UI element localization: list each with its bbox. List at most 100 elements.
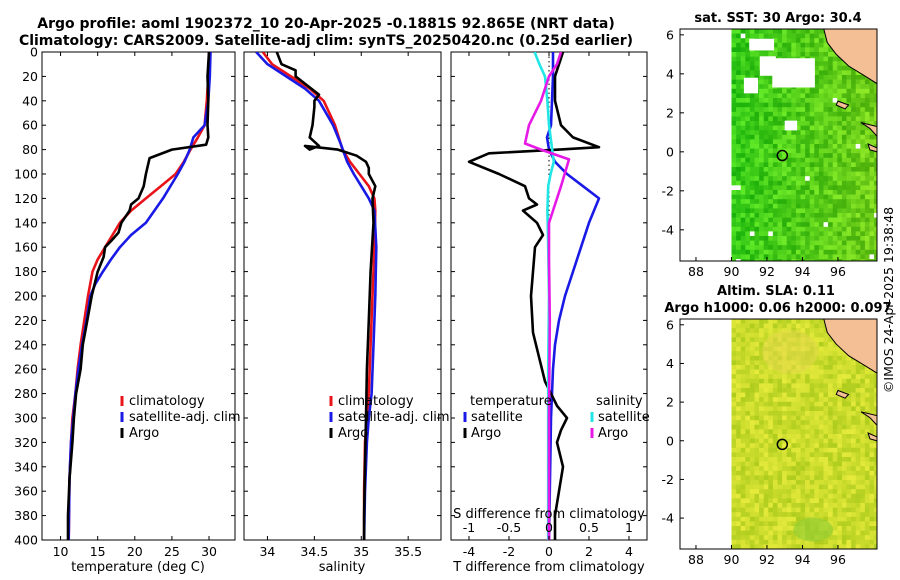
map-cell bbox=[869, 226, 875, 232]
map-cell bbox=[795, 226, 801, 232]
map-cell bbox=[749, 484, 755, 490]
map-cell bbox=[846, 489, 852, 495]
map-cell bbox=[823, 231, 829, 237]
map-cell bbox=[736, 319, 741, 324]
map-cell bbox=[832, 148, 838, 154]
map-cell bbox=[740, 406, 746, 412]
map-cell bbox=[763, 443, 769, 449]
map-cell bbox=[864, 236, 870, 241]
map-cell bbox=[805, 415, 810, 421]
map-cell bbox=[864, 107, 870, 113]
y-tick-label: 220 bbox=[14, 313, 38, 328]
map-cell bbox=[805, 434, 810, 439]
map-cell bbox=[805, 328, 810, 334]
map-cell bbox=[814, 507, 820, 513]
map-cell bbox=[814, 102, 820, 108]
map-cell bbox=[795, 461, 801, 467]
map-cell bbox=[772, 231, 778, 237]
map-cell bbox=[818, 194, 824, 200]
map-cell bbox=[731, 70, 737, 76]
map-cell bbox=[795, 484, 801, 490]
map-cell bbox=[745, 47, 751, 53]
map-cell bbox=[809, 38, 815, 44]
map-cell bbox=[864, 493, 870, 499]
map-cell bbox=[874, 429, 877, 435]
map-cell bbox=[759, 121, 764, 126]
map-cell bbox=[768, 461, 774, 467]
map-cell bbox=[851, 369, 856, 375]
map-cell bbox=[818, 539, 824, 545]
map-cell bbox=[736, 148, 741, 154]
map-cell bbox=[754, 383, 760, 389]
map-cell bbox=[759, 245, 764, 251]
map-cell bbox=[818, 52, 824, 57]
map-cell bbox=[777, 461, 783, 467]
map-cell bbox=[745, 323, 751, 329]
map-cell bbox=[786, 116, 792, 122]
map-cell bbox=[846, 503, 852, 508]
map-cell bbox=[791, 52, 797, 57]
map-cell bbox=[759, 457, 764, 462]
map-cell bbox=[864, 208, 870, 214]
map-cell bbox=[869, 539, 875, 545]
map-cell bbox=[855, 411, 861, 416]
map-cell bbox=[851, 231, 856, 237]
map-cell bbox=[851, 424, 856, 430]
map-cell bbox=[749, 397, 755, 403]
map-cell bbox=[754, 153, 760, 159]
map-cell bbox=[851, 259, 856, 261]
map-cell bbox=[828, 93, 833, 99]
map-cell bbox=[749, 539, 755, 545]
map-cell bbox=[736, 240, 741, 246]
map-cell bbox=[745, 213, 751, 218]
map-cell bbox=[749, 406, 755, 412]
map-cell bbox=[759, 236, 764, 241]
map-cell bbox=[772, 526, 778, 531]
map-cell bbox=[768, 75, 774, 80]
map-cell bbox=[874, 438, 877, 444]
map-cell bbox=[809, 190, 815, 195]
map-cell bbox=[759, 452, 764, 458]
map-cell bbox=[805, 259, 810, 261]
map-cell bbox=[777, 121, 783, 126]
map-cell bbox=[846, 388, 852, 393]
map-cell bbox=[800, 217, 806, 223]
map-cell bbox=[823, 438, 829, 444]
map-cell bbox=[832, 88, 838, 94]
map-cell bbox=[736, 498, 741, 504]
map-cell bbox=[759, 337, 764, 343]
map-cell bbox=[846, 401, 852, 407]
map-cell bbox=[841, 406, 847, 412]
map-cell bbox=[837, 388, 843, 393]
map-cell bbox=[851, 434, 856, 439]
map-cell bbox=[772, 167, 778, 172]
map-cell bbox=[791, 392, 797, 398]
map-cell bbox=[855, 125, 861, 131]
map-cell bbox=[763, 516, 769, 522]
map-cell bbox=[736, 351, 741, 357]
map-cell bbox=[818, 231, 824, 237]
map-cell bbox=[864, 484, 870, 490]
map-cell bbox=[818, 346, 824, 352]
map-cell bbox=[795, 231, 801, 237]
map-cell bbox=[841, 185, 847, 191]
map-cell bbox=[736, 153, 741, 159]
map-cell bbox=[740, 319, 746, 324]
map-cell bbox=[731, 190, 737, 195]
map-cell bbox=[759, 466, 764, 472]
map-cell bbox=[805, 148, 810, 154]
map-cell bbox=[841, 121, 847, 126]
map-cell bbox=[731, 530, 737, 536]
map-cell bbox=[745, 526, 751, 531]
map-cell bbox=[791, 185, 797, 191]
map-cell bbox=[736, 194, 741, 200]
map-cell bbox=[754, 254, 760, 260]
map-cell bbox=[818, 328, 824, 334]
map-cell bbox=[736, 475, 741, 481]
map-cell bbox=[749, 429, 755, 435]
map-cell bbox=[851, 411, 856, 416]
map-cell bbox=[846, 365, 852, 370]
map-cell bbox=[832, 493, 838, 499]
map-cell bbox=[837, 125, 843, 131]
map-cell bbox=[809, 452, 815, 458]
